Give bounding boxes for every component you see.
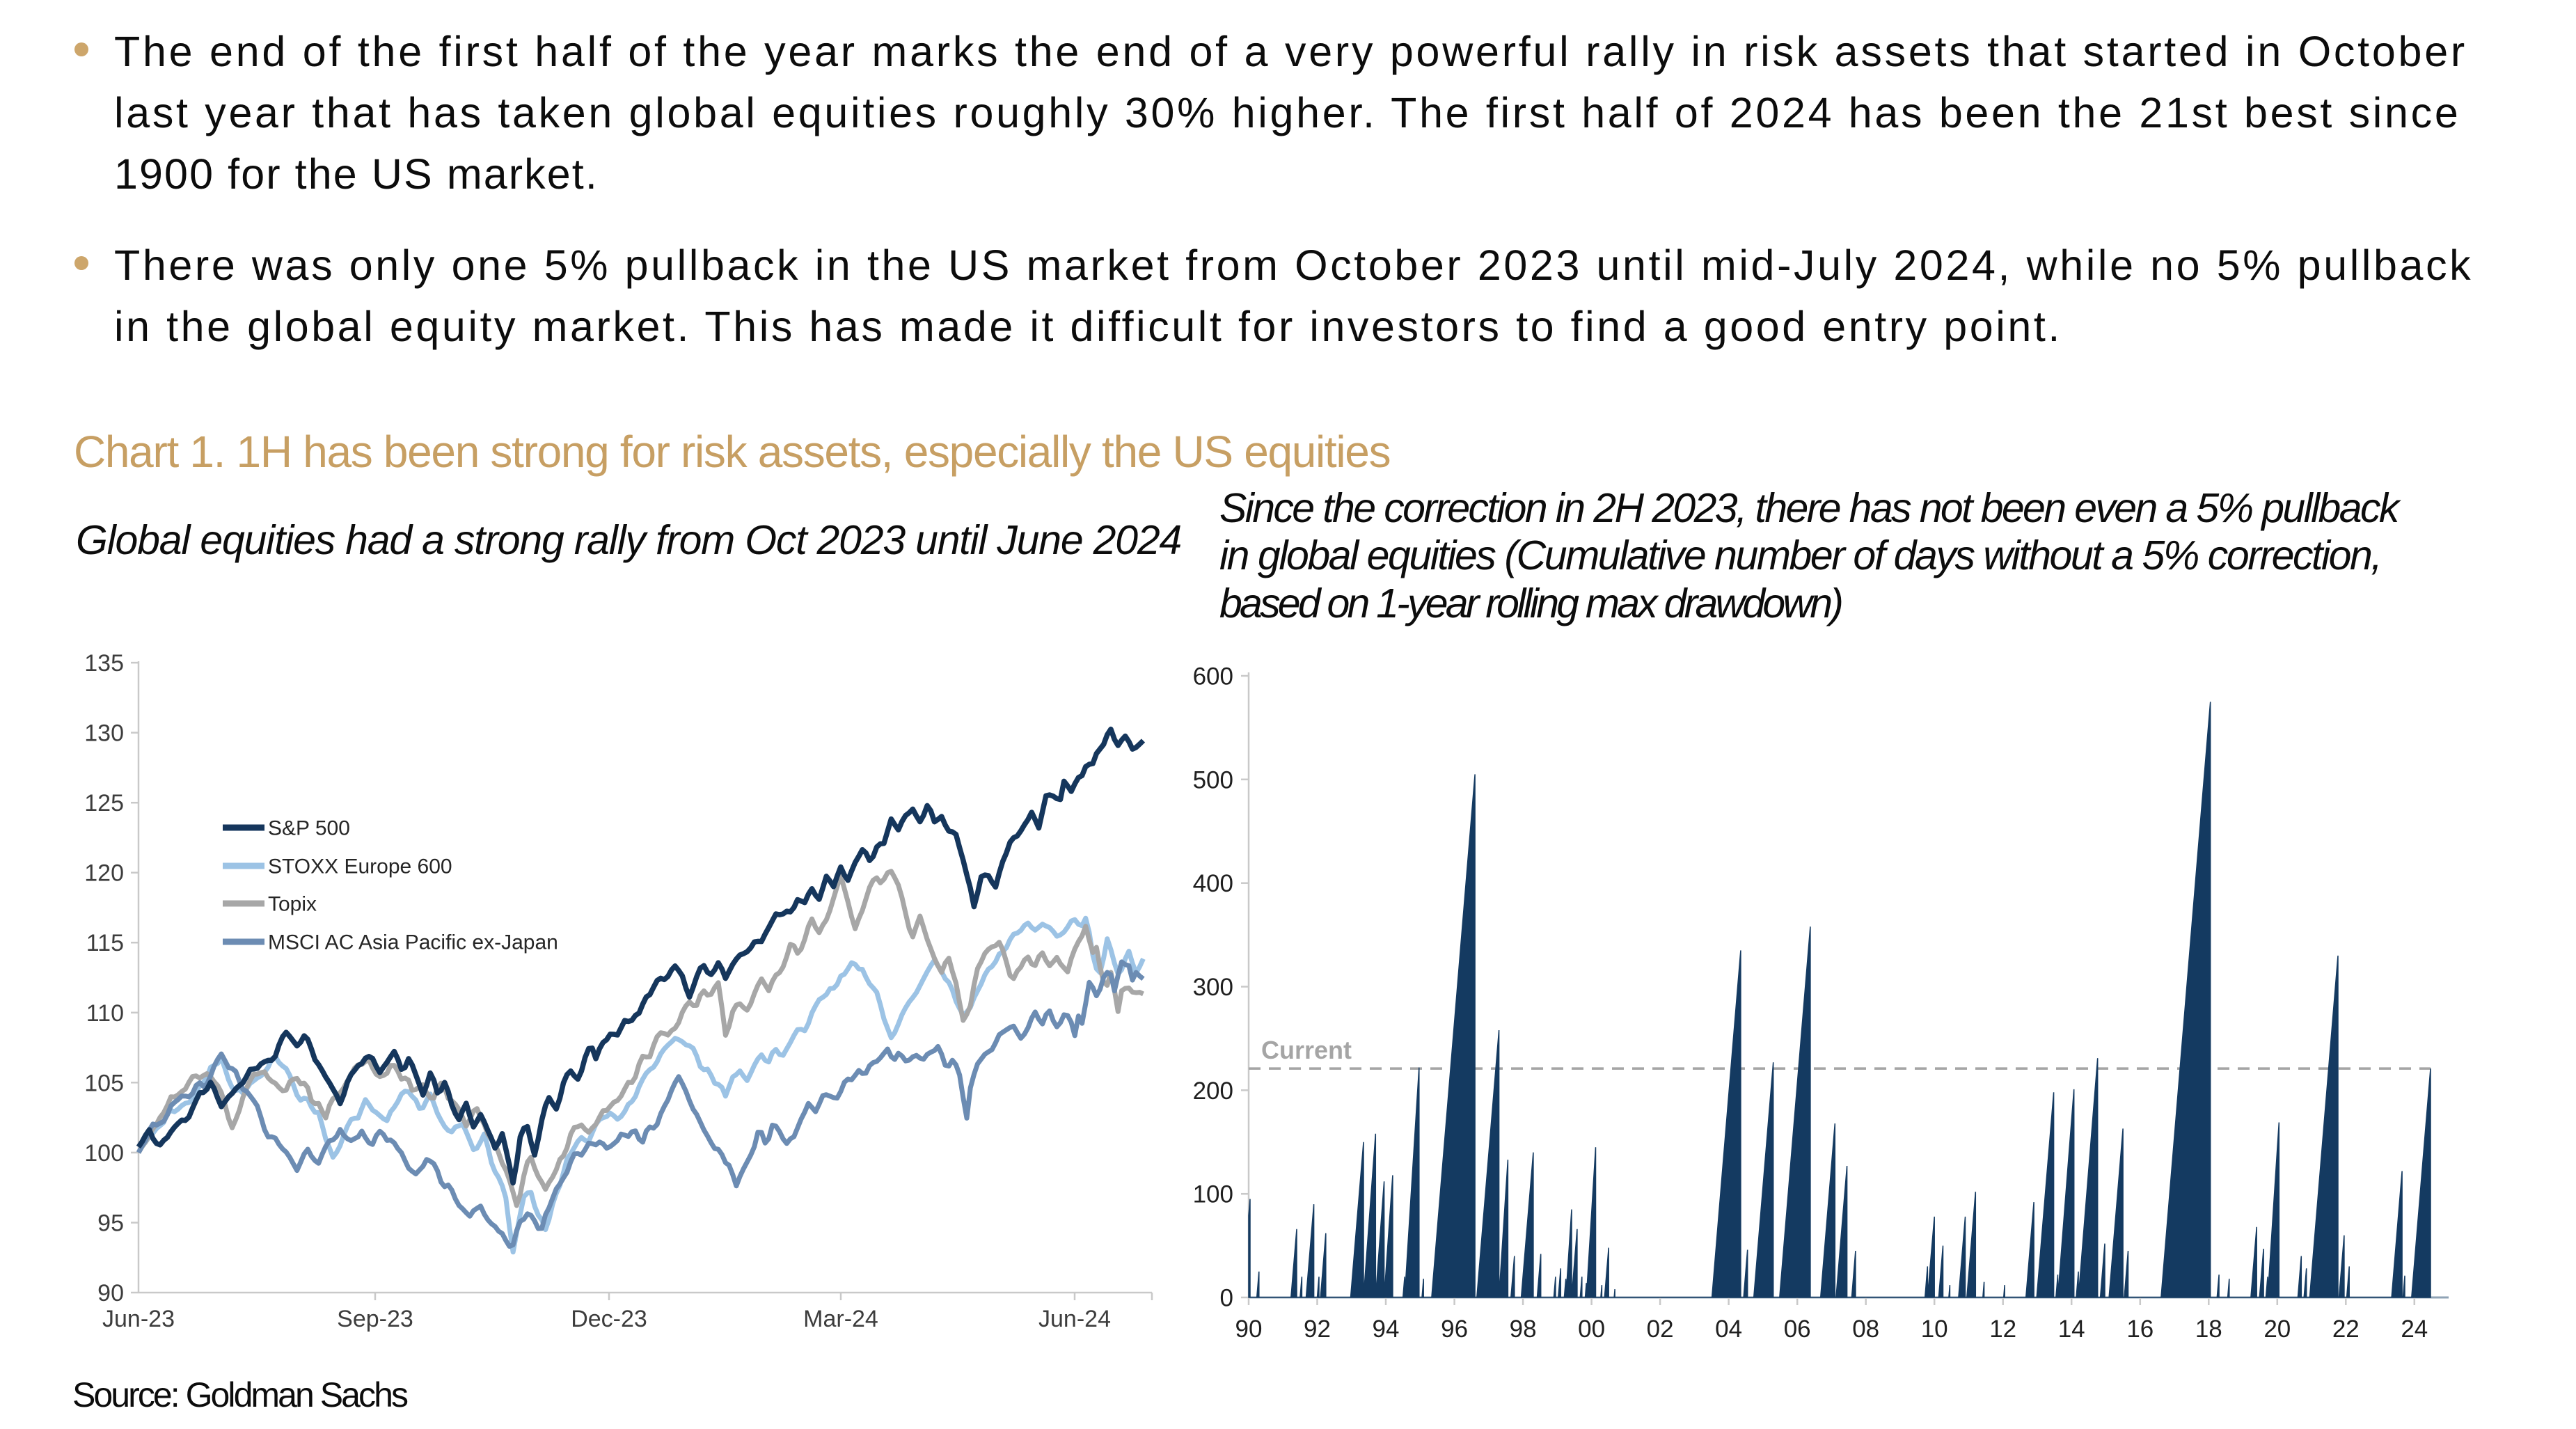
svg-text:125: 125 <box>84 790 124 816</box>
svg-text:08: 08 <box>1852 1316 1879 1343</box>
svg-text:Topix: Topix <box>268 893 317 916</box>
svg-text:12: 12 <box>1989 1316 2016 1343</box>
svg-text:95: 95 <box>97 1210 124 1237</box>
svg-text:S&P 500: S&P 500 <box>268 817 350 840</box>
svg-text:Jun-24: Jun-24 <box>1038 1306 1111 1332</box>
svg-text:130: 130 <box>84 720 124 747</box>
svg-text:100: 100 <box>1193 1181 1233 1208</box>
svg-text:98: 98 <box>1510 1316 1537 1343</box>
svg-text:Dec-23: Dec-23 <box>571 1306 647 1332</box>
svg-text:24: 24 <box>2401 1316 2428 1343</box>
svg-text:22: 22 <box>2332 1316 2360 1343</box>
svg-text:100: 100 <box>84 1140 124 1167</box>
svg-text:STOXX Europe 600: STOXX Europe 600 <box>268 855 452 878</box>
svg-text:Jun-23: Jun-23 <box>102 1306 175 1332</box>
svg-text:200: 200 <box>1193 1077 1233 1105</box>
svg-text:Mar-24: Mar-24 <box>803 1306 878 1332</box>
svg-text:600: 600 <box>1193 663 1233 690</box>
svg-text:00: 00 <box>1578 1316 1605 1343</box>
svg-text:02: 02 <box>1647 1316 1674 1343</box>
svg-text:300: 300 <box>1193 974 1233 1001</box>
svg-text:18: 18 <box>2195 1316 2222 1343</box>
svg-text:0: 0 <box>1220 1285 1233 1312</box>
svg-text:14: 14 <box>2058 1316 2085 1343</box>
svg-text:MSCI AC Asia Pacific ex-Japan: MSCI AC Asia Pacific ex-Japan <box>268 931 558 954</box>
svg-text:Sep-23: Sep-23 <box>337 1306 413 1332</box>
svg-text:16: 16 <box>2126 1316 2154 1343</box>
svg-text:120: 120 <box>84 860 124 887</box>
svg-text:04: 04 <box>1715 1316 1742 1343</box>
svg-text:90: 90 <box>1235 1316 1263 1343</box>
svg-text:94: 94 <box>1373 1316 1400 1343</box>
svg-text:90: 90 <box>97 1280 124 1306</box>
svg-text:135: 135 <box>84 650 124 677</box>
svg-text:400: 400 <box>1193 870 1233 897</box>
svg-text:105: 105 <box>84 1070 124 1096</box>
svg-text:500: 500 <box>1193 766 1233 794</box>
svg-text:06: 06 <box>1784 1316 1811 1343</box>
svg-text:10: 10 <box>1921 1316 1948 1343</box>
svg-text:96: 96 <box>1441 1316 1468 1343</box>
svg-text:20: 20 <box>2263 1316 2291 1343</box>
svg-text:92: 92 <box>1304 1316 1331 1343</box>
svg-text:115: 115 <box>86 930 124 956</box>
svg-text:110: 110 <box>86 1000 124 1027</box>
svg-text:Current: Current <box>1261 1036 1352 1064</box>
